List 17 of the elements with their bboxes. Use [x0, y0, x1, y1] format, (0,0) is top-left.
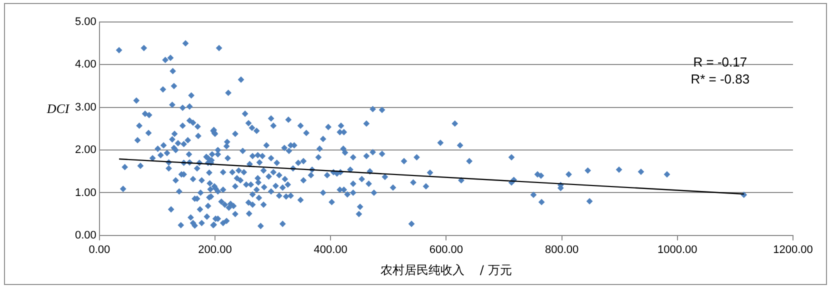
y-tick-label: 0.00 — [74, 229, 96, 242]
annotation: R* = -0.83 — [690, 72, 750, 87]
x-tick-label: 200.00 — [198, 244, 232, 256]
x-tick-label: 600.00 — [429, 244, 464, 256]
x-tick-label: 400.00 — [314, 244, 348, 256]
x-axis-title: 农村居民纯收入 / 万元 — [380, 262, 512, 277]
y-tick-label: 1.00 — [74, 186, 96, 199]
x-tick-label: 0.00 — [88, 244, 110, 256]
x-tick-label: 1000.00 — [658, 244, 698, 256]
y-axis-title: DCI — [46, 100, 70, 116]
x-tick-label: 800.00 — [544, 244, 579, 256]
y-tick-label: 4.00 — [74, 58, 96, 71]
y-tick-label: 2.00 — [74, 144, 96, 156]
y-tick-label: 3.00 — [74, 101, 96, 114]
x-tick-label: 1200.00 — [773, 244, 813, 256]
y-tick-label: 5.00 — [74, 16, 96, 28]
annotation: R = -0.17 — [693, 54, 748, 70]
